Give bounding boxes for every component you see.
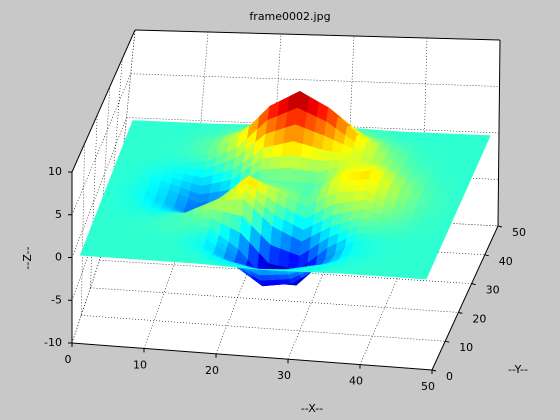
surface-patch xyxy=(260,279,273,287)
axis-edge xyxy=(71,29,136,173)
surface-patch xyxy=(137,255,150,261)
y-tick-label: 20 xyxy=(472,312,486,325)
surface-patch xyxy=(89,251,102,257)
surface-patch xyxy=(189,126,202,132)
grid-line xyxy=(99,86,111,261)
surface-patch xyxy=(161,144,174,150)
grid-line xyxy=(81,315,446,342)
surface xyxy=(79,91,491,287)
axis-edge xyxy=(497,39,501,227)
surface-patch xyxy=(157,228,170,234)
x-tick-label: 0 xyxy=(65,353,72,366)
surface-patch xyxy=(270,278,283,286)
surface-patch xyxy=(280,278,292,285)
chart-title: frame0002.jpg xyxy=(249,10,330,23)
surface-patch xyxy=(151,220,164,225)
surface-patch xyxy=(208,127,222,132)
z-axis-label: --Z-- xyxy=(21,246,34,269)
surface-patch xyxy=(198,126,212,132)
tick-mark xyxy=(445,340,450,343)
x-tick-label: 50 xyxy=(421,380,435,393)
y-tick-label: 40 xyxy=(499,255,513,268)
axis-edge xyxy=(71,342,433,371)
tick-mark xyxy=(458,311,463,314)
y-tick-label: 0 xyxy=(446,370,453,383)
grid-line xyxy=(215,213,271,354)
y-tick-label: 30 xyxy=(486,284,500,297)
y-axis-label: --Y-- xyxy=(508,363,528,376)
surface-patch xyxy=(127,254,140,260)
surface-patch xyxy=(173,140,186,146)
axis-edge xyxy=(134,29,501,41)
surface-patch xyxy=(171,144,184,150)
tick-mark xyxy=(484,254,489,257)
labels: 0 10 20 30 40 50 0 10 20 30 40 50 -10 -5 0 5 10 xyxy=(44,165,526,393)
surface-patch xyxy=(200,123,213,128)
surface-patch xyxy=(259,274,272,281)
surface-patch xyxy=(149,223,162,229)
surface-patch xyxy=(163,140,176,146)
surface-patch xyxy=(176,257,188,263)
surface-patch xyxy=(154,136,167,142)
surface-patch xyxy=(164,136,177,142)
x-tick-label: 40 xyxy=(349,375,363,388)
axis-edge xyxy=(431,225,499,371)
surface-patch xyxy=(278,273,291,280)
surface-patch xyxy=(187,130,200,135)
surface-patch xyxy=(147,255,160,261)
grid-line xyxy=(71,204,119,344)
surface-patch xyxy=(118,253,131,259)
x-tick-label: 30 xyxy=(277,369,291,382)
surface-patch xyxy=(210,123,223,128)
z-tick-label: 0 xyxy=(55,251,62,264)
surface-patch xyxy=(79,251,92,257)
surface-patch xyxy=(174,137,187,142)
tick-mark xyxy=(471,283,476,286)
tick-mark xyxy=(497,225,503,228)
surface-patch xyxy=(151,144,164,149)
grid-line xyxy=(71,117,127,258)
surface-patch xyxy=(153,140,166,145)
surface-patch xyxy=(190,122,203,128)
z-tick-label: 10 xyxy=(48,165,62,178)
surface-patch xyxy=(268,274,281,281)
y-tick-label: 50 xyxy=(512,226,526,239)
surface-patch xyxy=(416,274,429,280)
surface-patch xyxy=(167,228,180,235)
surface-patch xyxy=(108,253,121,259)
surface-patch xyxy=(185,258,198,264)
surface-patch xyxy=(156,256,169,262)
surface-patch xyxy=(197,130,210,135)
surface-patch xyxy=(166,257,179,263)
z-tick-label: 5 xyxy=(55,208,62,221)
z-tick-label: -5 xyxy=(51,293,62,306)
z-tick-label: -10 xyxy=(44,336,62,349)
x-tick-label: 10 xyxy=(133,358,147,371)
surface-patch xyxy=(160,220,173,225)
y-tick-label: 10 xyxy=(459,341,473,354)
x-axis-label: --X-- xyxy=(301,402,323,415)
tick-mark xyxy=(431,369,437,372)
x-tick-label: 20 xyxy=(205,364,219,377)
surface-patch xyxy=(99,252,111,258)
